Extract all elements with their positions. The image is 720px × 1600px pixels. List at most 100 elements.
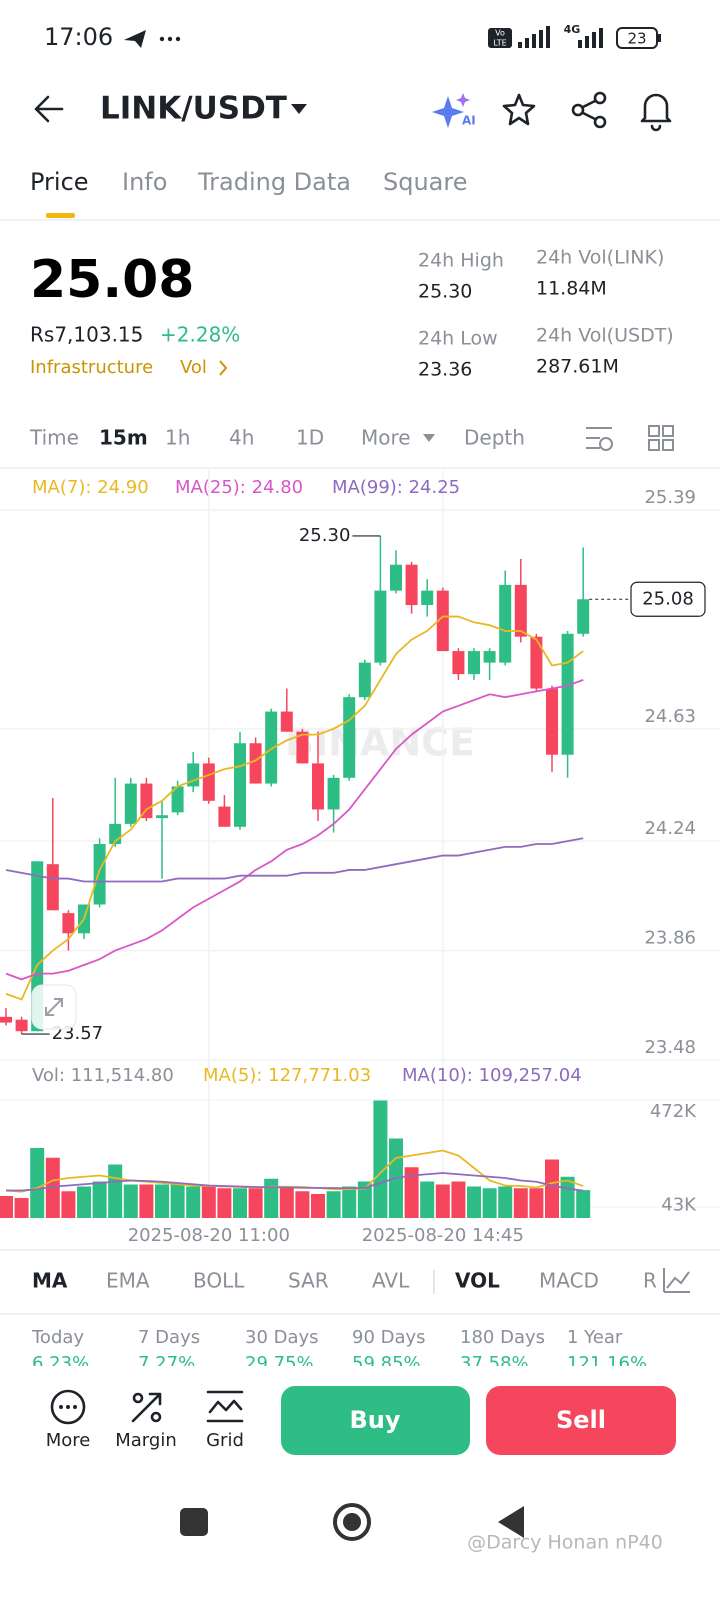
candle-body — [296, 731, 309, 764]
volume-bar — [248, 1188, 263, 1218]
tab[interactable]: Price — [30, 168, 89, 196]
interval[interactable]: 1h — [165, 426, 190, 450]
action-label[interactable]: Margin — [115, 1430, 176, 1451]
ma-line — [6, 1172, 584, 1192]
y-tick-label: 25.39 — [644, 487, 696, 508]
interval[interactable]: Time — [29, 426, 79, 450]
volume-bar — [513, 1188, 528, 1218]
indicator[interactable]: EMA — [106, 1269, 150, 1293]
battery-level: 23 — [627, 30, 646, 48]
stat-label: 24h Low — [418, 328, 498, 350]
pair-name[interactable]: LINK/USDT — [100, 91, 287, 127]
indicator[interactable]: SAR — [288, 1269, 329, 1293]
indicator[interactable]: VOL — [455, 1269, 500, 1293]
nav-back[interactable] — [498, 1506, 524, 1538]
watermark: BINANCE — [285, 721, 475, 765]
volume-bar — [123, 1184, 138, 1218]
footer-watermark: @Darcy Honan nP40 — [467, 1532, 663, 1554]
interval[interactable]: More — [361, 426, 411, 450]
share-button[interactable] — [571, 91, 607, 129]
period-label: 180 Days — [460, 1327, 545, 1348]
legend-entry: MA(7): 24.90 — [32, 477, 149, 498]
indicator[interactable]: MACD — [539, 1269, 599, 1293]
period-label: 30 Days — [245, 1327, 319, 1348]
ai-icon[interactable] — [432, 96, 464, 128]
indicator[interactable]: MA — [32, 1269, 68, 1293]
alert-button[interactable] — [640, 93, 672, 132]
candle-body — [280, 711, 293, 732]
buy-label[interactable]: Buy — [349, 1406, 400, 1434]
candle-body — [327, 777, 340, 810]
nav-home[interactable] — [333, 1503, 371, 1541]
stat-value: 11.84M — [536, 278, 607, 300]
candle-body — [577, 599, 590, 634]
candle-body — [249, 743, 262, 784]
indicator[interactable]: AVL — [372, 1269, 410, 1293]
indicator[interactable]: R — [643, 1269, 657, 1293]
interval[interactable]: 15m — [99, 426, 148, 450]
margin-icon[interactable] — [131, 1392, 162, 1423]
sell-label[interactable]: Sell — [556, 1406, 606, 1434]
candle-body — [171, 786, 184, 813]
last-price-box — [630, 581, 706, 617]
interval[interactable]: 4h — [229, 426, 254, 450]
fiat-price: Rs7,103.15 — [30, 323, 143, 347]
volume-bar — [0, 1196, 13, 1218]
buy-button[interactable] — [281, 1386, 470, 1455]
candle-body — [234, 743, 246, 827]
interval[interactable]: Depth — [464, 426, 525, 450]
legend-entry: MA(99): 24.25 — [332, 477, 460, 498]
volume-bar — [77, 1186, 91, 1218]
tab[interactable]: Square — [383, 168, 468, 196]
candle-body — [374, 590, 387, 663]
volume-bar — [92, 1181, 107, 1218]
candle-body — [265, 711, 278, 784]
back-button[interactable] — [34, 95, 64, 123]
tab[interactable]: Trading Data — [197, 168, 351, 196]
stat-value: 25.30 — [418, 281, 472, 303]
legend-entry: MA(10): 109,257.04 — [402, 1065, 582, 1086]
performance-row: Today 6.23% 7 Days 7.27% 30 Days 29.75% 90 Day… — [31, 1327, 647, 1374]
last-price: 25.08 — [30, 250, 194, 310]
grid-icon[interactable] — [206, 1390, 244, 1423]
indicator[interactable]: BOLL — [193, 1269, 245, 1293]
period-label: 90 Days — [352, 1327, 426, 1348]
action-label[interactable]: More — [46, 1430, 91, 1451]
candle-body — [436, 590, 449, 652]
x-tick-label: 2025-08-20 14:45 — [362, 1225, 524, 1246]
signal-1 — [518, 26, 550, 48]
volume-bar — [170, 1184, 185, 1218]
nav-home-dot — [343, 1513, 361, 1531]
candle-body — [514, 584, 527, 637]
volume-bar — [498, 1186, 513, 1218]
expand-button[interactable] — [31, 984, 77, 1030]
sell-button[interactable] — [486, 1386, 676, 1455]
more-icon[interactable] — [50, 1389, 86, 1425]
volume-bar — [404, 1167, 419, 1218]
volume-bar — [295, 1191, 310, 1218]
volume-bar — [373, 1100, 388, 1218]
candle-body — [483, 651, 496, 663]
action-label[interactable]: Grid — [206, 1430, 244, 1451]
interval[interactable]: 1D — [296, 426, 324, 450]
tab[interactable]: Info — [122, 168, 167, 196]
volume-bar — [545, 1159, 559, 1218]
volume-bar — [217, 1188, 232, 1218]
ma-line — [5, 1149, 584, 1193]
period-change: 6.23% — [32, 1353, 89, 1374]
more-dots — [159, 36, 181, 42]
pair-caret[interactable] — [291, 104, 307, 114]
action-bar: More Margin Grid Buy Sell — [46, 1386, 676, 1455]
vol-link[interactable]: Vol — [180, 357, 207, 378]
sector-tag[interactable]: Infrastructure — [30, 357, 153, 378]
candle-body — [405, 564, 418, 606]
indicator-settings[interactable] — [663, 1268, 690, 1293]
stat-value: 23.36 — [418, 359, 472, 381]
chart-settings-icon[interactable] — [586, 427, 613, 451]
volume-bar — [108, 1164, 123, 1218]
nav-recents[interactable] — [180, 1508, 208, 1536]
favorite-button[interactable] — [502, 93, 536, 126]
candle-body — [499, 584, 512, 663]
layout-icon[interactable] — [648, 425, 674, 451]
candle-body — [202, 763, 215, 801]
